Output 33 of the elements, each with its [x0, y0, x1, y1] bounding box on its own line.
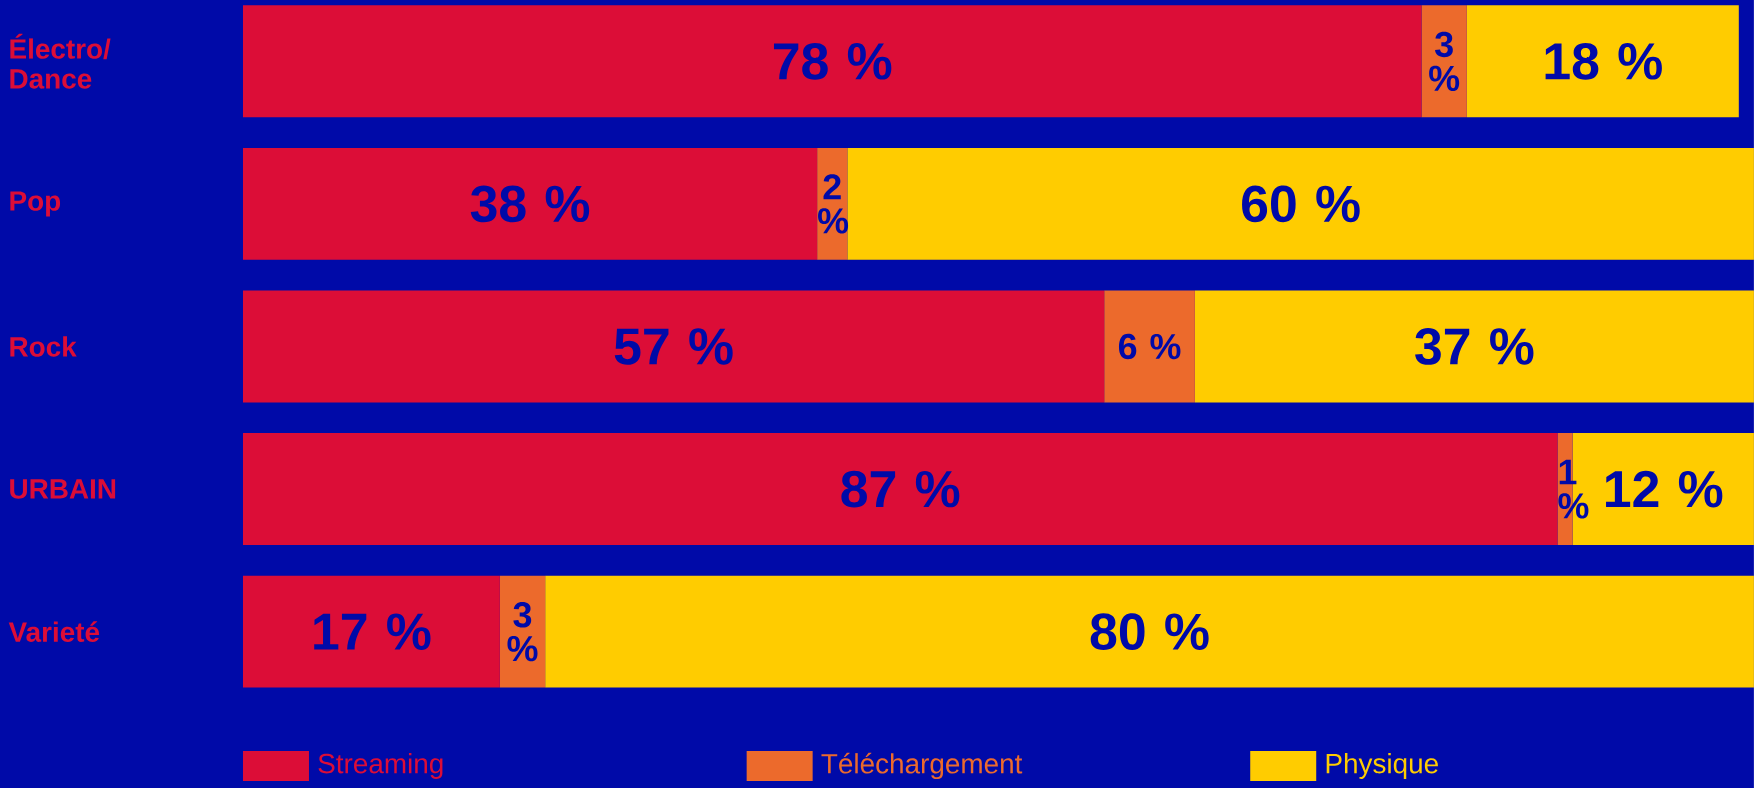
data-label: 60 % — [1242, 185, 1360, 223]
data-label: 6 % — [1118, 333, 1181, 360]
y-tick-label: Varieté — [8, 621, 100, 643]
y-tick-label: Électro/ Dance — [10, 33, 111, 89]
data-label: 3 % — [507, 602, 538, 662]
bar — [242, 5, 1422, 118]
data-label: 18 % — [1545, 42, 1662, 80]
legend-label: Téléchargement — [821, 752, 1023, 780]
bar — [242, 433, 1558, 546]
bar — [242, 290, 1105, 403]
bar — [1194, 290, 1754, 403]
bar — [1466, 5, 1739, 118]
data-label: 3 % — [1429, 31, 1460, 91]
legend-label: Streaming — [318, 752, 443, 779]
data-label: 57 % — [614, 328, 733, 365]
bar — [1104, 290, 1195, 403]
bar — [242, 147, 818, 260]
data-label: 38 % — [470, 185, 590, 223]
y-tick-label: URBAIN — [10, 479, 116, 499]
y-tick-label: Pop — [10, 191, 61, 217]
data-label: 2 % — [818, 174, 849, 234]
bar — [242, 575, 500, 688]
bar — [847, 147, 1754, 260]
data-label: 17 % — [314, 613, 431, 650]
data-label: 37 % — [1415, 328, 1534, 365]
y-tick-label: Rock — [10, 336, 77, 357]
bar — [545, 575, 1754, 688]
legend-label: Physique — [1326, 752, 1438, 779]
data-label: 87 % — [841, 470, 960, 508]
data-label: 1 % — [1558, 459, 1589, 519]
data-label: 12 % — [1606, 470, 1723, 508]
data-label: 80 % — [1090, 613, 1209, 651]
data-label: 78 % — [773, 42, 892, 80]
